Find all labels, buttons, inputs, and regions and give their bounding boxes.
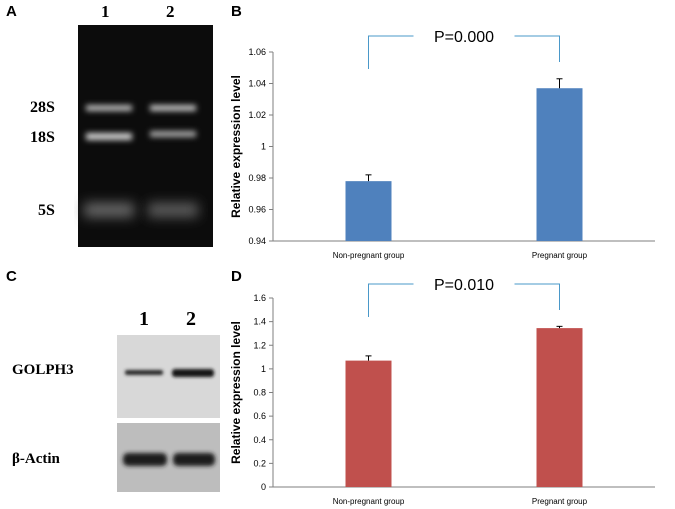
actin-bands xyxy=(123,453,215,466)
gel-lane-2-label: 2 xyxy=(166,2,175,21)
panel-c-letter: C xyxy=(6,268,17,285)
y-tick-label: 1 xyxy=(261,364,266,374)
blot-lane-1-label: 1 xyxy=(139,308,149,330)
y-tick-label: 0.8 xyxy=(253,388,266,398)
x-category-label: Non-pregnant group xyxy=(333,497,405,506)
y-tick-label: 1.2 xyxy=(253,340,266,350)
band-5s-lane-1 xyxy=(84,203,134,217)
y-tick-label: 0.4 xyxy=(253,435,266,445)
gel-lane-1-label: 1 xyxy=(101,2,110,21)
y-tick-label: 1.4 xyxy=(253,317,266,327)
rna-gel-image xyxy=(78,25,213,247)
rna-label-5s: 5S xyxy=(38,202,55,219)
p-value-annotation: P=0.010 xyxy=(434,277,494,294)
y-tick-label: 1.6 xyxy=(253,293,266,303)
rna-label-28s: 28S xyxy=(30,99,55,116)
actin-row-label: β-Actin xyxy=(12,451,60,467)
y-tick-label: 0.96 xyxy=(248,205,266,215)
panel-a-letter: A xyxy=(6,3,17,20)
significance-bracket-right xyxy=(514,283,560,310)
band-28s-lane-2 xyxy=(150,105,196,111)
x-category-label: Pregnant group xyxy=(532,251,588,260)
y-tick-label: 0.94 xyxy=(248,236,266,246)
panel-b-letter: B xyxy=(231,3,242,20)
band-18s-lane-1 xyxy=(86,133,132,140)
x-category-label: Non-pregnant group xyxy=(333,251,405,260)
rna-label-18s: 18S xyxy=(30,129,55,146)
golph3-band-lane-1 xyxy=(125,370,163,375)
y-tick-label: 1.04 xyxy=(248,79,266,89)
p-value-annotation: P=0.000 xyxy=(434,29,494,46)
band-5s-lane-2 xyxy=(148,203,198,217)
y-tick-label: 0 xyxy=(261,482,266,492)
y-tick-label: 0.6 xyxy=(253,411,266,421)
y-axis-title: Relative expression level xyxy=(229,321,243,464)
y-axis-title: Relative expression level xyxy=(229,75,243,218)
golph3-bands xyxy=(125,369,214,377)
x-category-label: Pregnant group xyxy=(532,497,588,506)
bar-2 xyxy=(536,328,583,487)
significance-bracket-right xyxy=(514,35,560,62)
y-tick-label: 1 xyxy=(261,142,266,152)
blot-lane-2-label: 2 xyxy=(186,308,196,330)
significance-bracket-left xyxy=(368,35,414,69)
rna-gel-bands xyxy=(84,105,198,217)
band-18s-lane-2 xyxy=(150,131,196,137)
y-tick-label: 0.98 xyxy=(248,173,266,183)
actin-band-lane-2 xyxy=(173,453,215,466)
golph3-row-label: GOLPH3 xyxy=(12,362,74,378)
y-tick-label: 1.06 xyxy=(248,47,266,57)
bar-1 xyxy=(345,360,392,487)
bar-2 xyxy=(536,88,583,241)
panel-d-letter: D xyxy=(231,268,242,285)
actin-band-lane-1 xyxy=(123,453,167,466)
golph3-band-lane-2 xyxy=(172,369,214,377)
y-tick-label: 0.2 xyxy=(253,458,266,468)
significance-bracket-left xyxy=(368,283,414,317)
actin-blot-image xyxy=(117,423,220,492)
band-28s-lane-1 xyxy=(86,105,132,111)
y-tick-label: 1.02 xyxy=(248,110,266,120)
bar-1 xyxy=(345,181,392,241)
golph3-blot-image xyxy=(117,335,220,418)
